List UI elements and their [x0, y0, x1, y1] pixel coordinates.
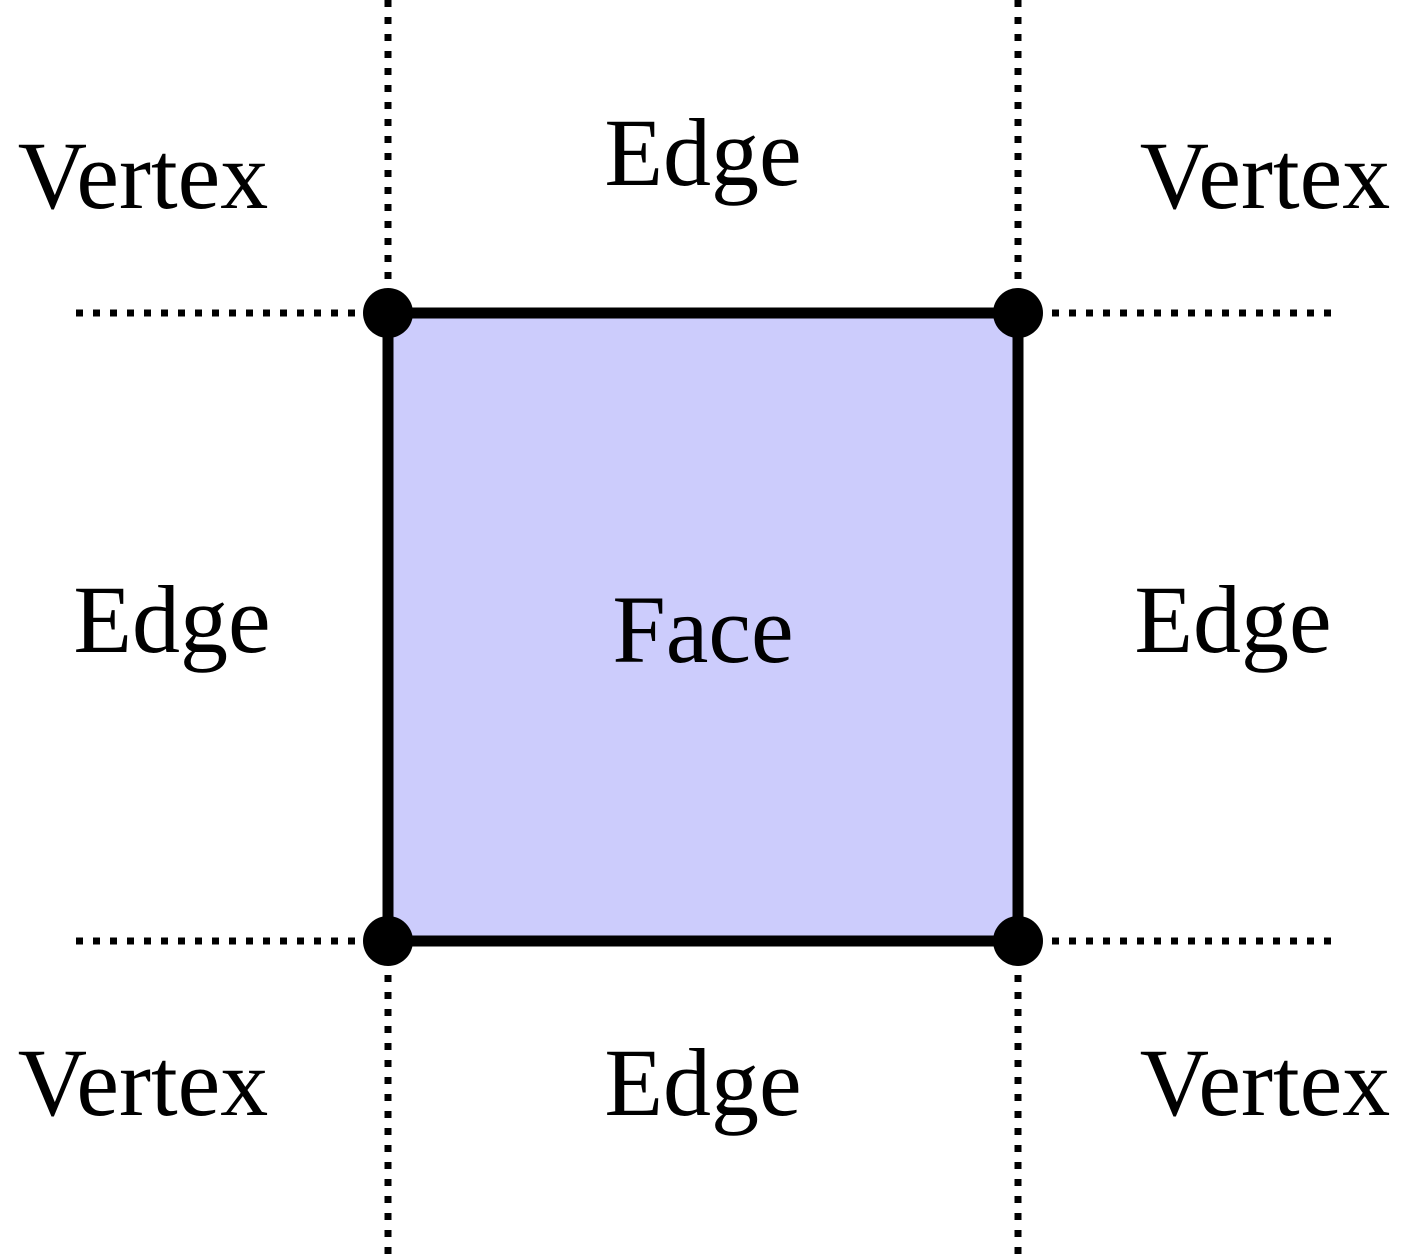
vertex-dot-bottom-right [993, 916, 1043, 966]
label-face: Face [612, 576, 793, 683]
label-edge-right: Edge [1134, 566, 1331, 673]
label-edge-top: Edge [604, 99, 801, 206]
label-vertex-bottom-left: Vertex [18, 1029, 269, 1136]
label-edge-bottom: Edge [604, 1029, 801, 1136]
vertex-dot-top-left [363, 288, 413, 338]
label-vertex-top-right: Vertex [1140, 122, 1391, 229]
face-region [388, 313, 1018, 941]
label-vertex-top-left: Vertex [18, 122, 269, 229]
label-edge-left: Edge [73, 566, 270, 673]
vertex-dot-top-right [993, 288, 1043, 338]
label-vertex-bottom-right: Vertex [1140, 1029, 1391, 1136]
vertex-dot-bottom-left [363, 916, 413, 966]
